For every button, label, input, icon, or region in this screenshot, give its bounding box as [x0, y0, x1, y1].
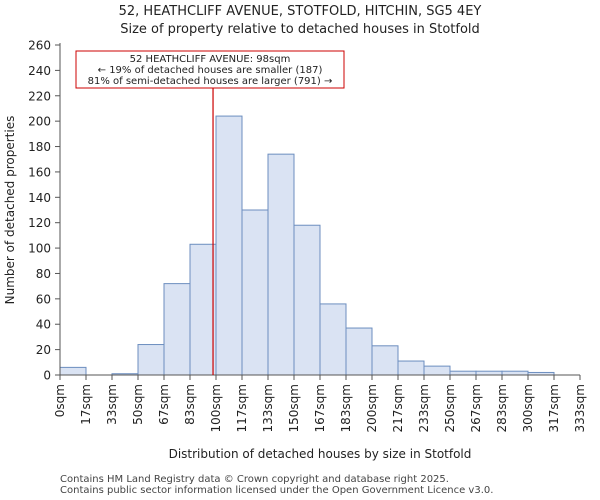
x-tick-label: 250sqm — [443, 384, 457, 432]
x-tick-label: 0sqm — [53, 384, 67, 417]
x-tick-label: 167sqm — [313, 384, 327, 432]
histogram-bar — [215, 115, 243, 376]
x-tick-label: 150sqm — [287, 384, 301, 432]
x-tick-label: 183sqm — [339, 384, 353, 432]
x-tick-label: 200sqm — [365, 384, 379, 432]
histogram-bar — [293, 224, 321, 376]
y-axis-label: Number of detached properties — [3, 116, 17, 305]
y-tick-label: 120 — [28, 216, 51, 230]
annotation-line-3: 81% of semi-detached houses are larger (… — [88, 76, 333, 87]
y-tick-label: 100 — [28, 242, 51, 256]
x-axis-label: Distribution of detached houses by size … — [169, 447, 472, 461]
x-tick-label: 67sqm — [157, 384, 171, 425]
histogram-bar — [319, 303, 347, 376]
histogram-bar — [241, 209, 269, 376]
histogram-bar — [59, 366, 87, 376]
histogram-bar — [137, 344, 165, 376]
annotation-box: 52 HEATHCLIFF AVENUE: 98sqm ← 19% of det… — [75, 50, 345, 89]
x-tick-label: 133sqm — [261, 384, 275, 432]
y-tick-label: 260 — [28, 39, 51, 53]
x-tick-label: 233sqm — [417, 384, 431, 432]
x-tick-label: 217sqm — [391, 384, 405, 432]
y-tick-label: 200 — [28, 115, 51, 129]
y-tick-label: 180 — [28, 140, 51, 154]
y-tick-label: 240 — [28, 64, 51, 78]
x-tick-label: 83sqm — [183, 384, 197, 425]
x-tick-label: 267sqm — [469, 384, 483, 432]
x-tick-label: 333sqm — [573, 384, 587, 432]
x-tick-label: 33sqm — [105, 384, 119, 425]
y-tick-label: 220 — [28, 89, 51, 103]
histogram-bar — [423, 365, 451, 376]
x-tick-label: 17sqm — [79, 384, 93, 425]
y-tick-label: 80 — [36, 267, 51, 281]
footer-licence: Contains public sector information licen… — [60, 485, 494, 496]
y-tick-label: 160 — [28, 165, 51, 179]
x-tick-label: 50sqm — [131, 384, 145, 425]
chart-title: 52, HEATHCLIFF AVENUE, STOTFOLD, HITCHIN… — [118, 4, 482, 19]
x-tick-label: 117sqm — [235, 384, 249, 432]
x-tick-label: 317sqm — [547, 384, 561, 432]
histogram-bar — [267, 153, 295, 376]
histogram-bar — [371, 345, 399, 376]
footer-copyright: Contains HM Land Registry data © Crown c… — [60, 474, 449, 485]
y-tick-label: 40 — [36, 318, 51, 332]
annotation-line-2: ← 19% of detached houses are smaller (18… — [98, 65, 323, 76]
x-tick-label: 100sqm — [209, 384, 223, 432]
y-tick-label: 60 — [36, 292, 51, 306]
y-tick-label: 20 — [36, 343, 51, 357]
y-tick-label: 0 — [43, 369, 51, 383]
annotation-line-1: 52 HEATHCLIFF AVENUE: 98sqm — [130, 54, 291, 65]
histogram-bar — [397, 360, 425, 376]
chart-subtitle: Size of property relative to detached ho… — [120, 22, 480, 37]
histogram-bar — [345, 327, 373, 376]
x-tick-label: 300sqm — [521, 384, 535, 432]
histogram-bar — [501, 370, 529, 376]
histogram-bar — [189, 243, 217, 376]
histogram-bar — [163, 283, 191, 376]
histogram-bar — [449, 370, 477, 376]
x-tick-label: 283sqm — [495, 384, 509, 432]
y-tick-label: 140 — [28, 191, 51, 205]
histogram-bar — [475, 370, 503, 376]
